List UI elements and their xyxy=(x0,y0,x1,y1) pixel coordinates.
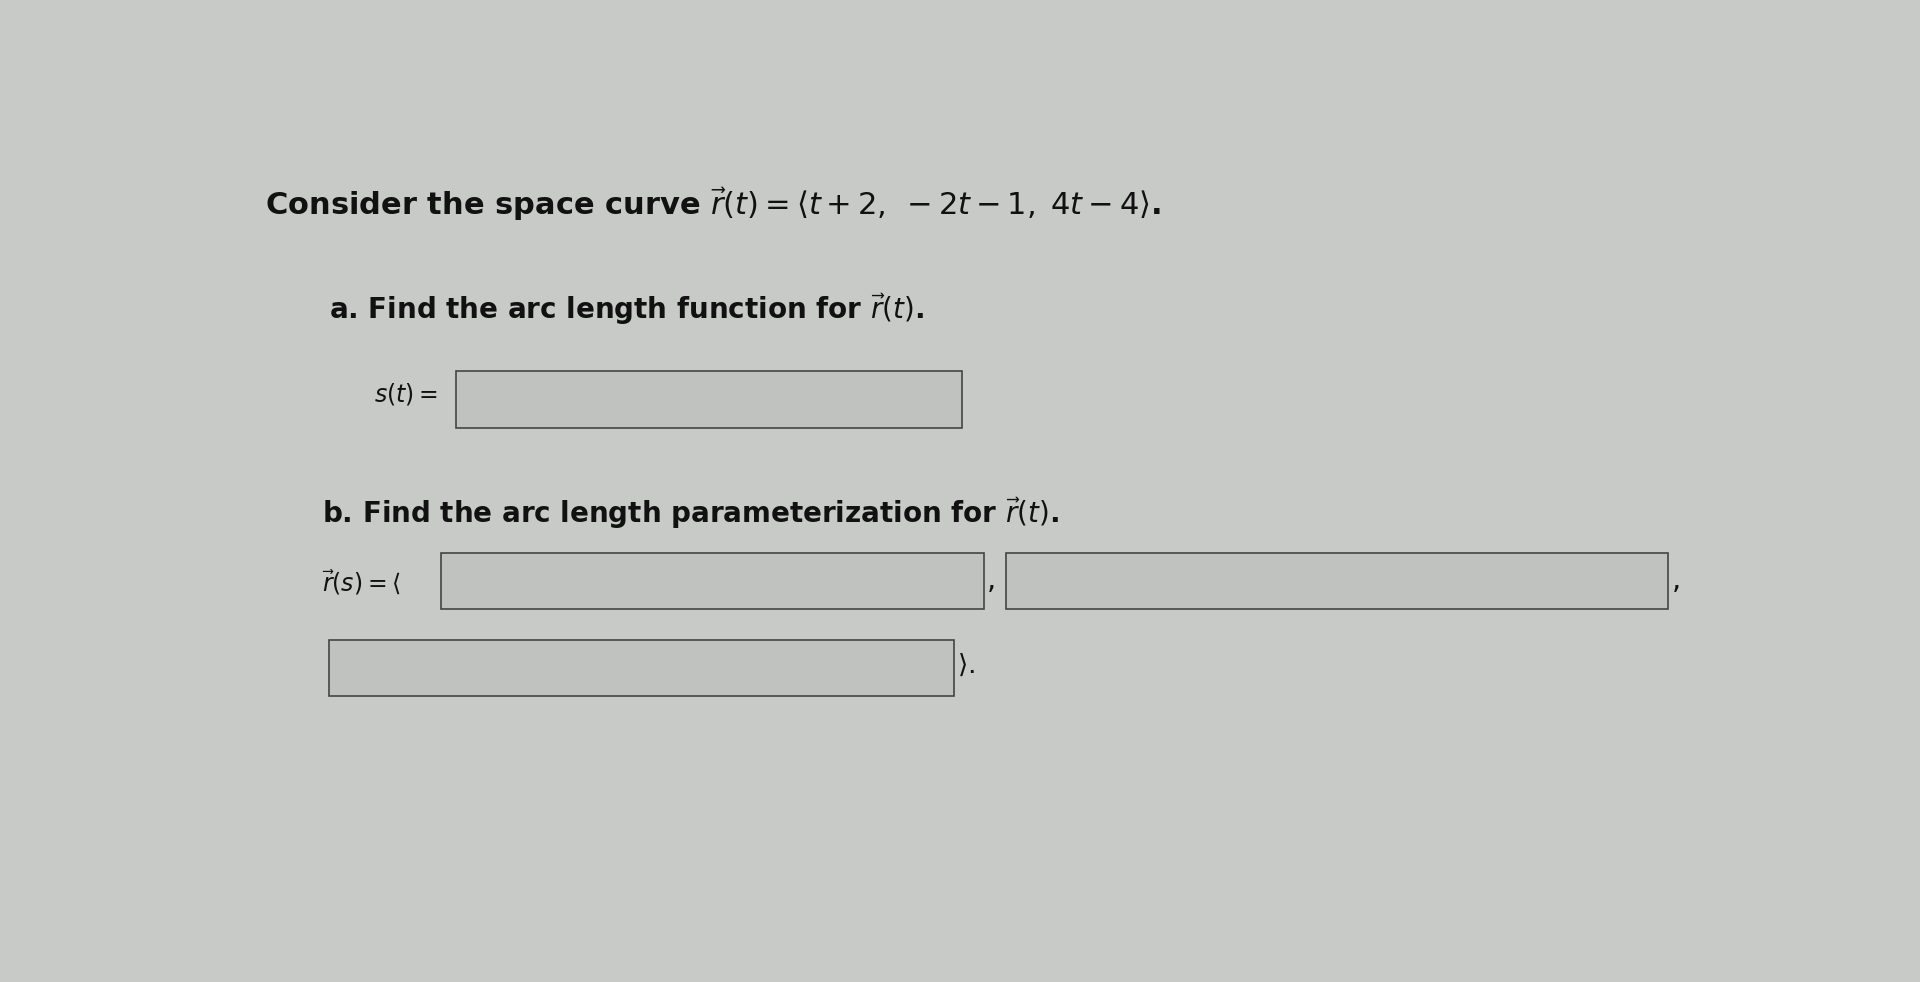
Text: b. Find the arc length parameterization for $\vec{r}(t)$.: b. Find the arc length parameterization … xyxy=(323,496,1058,531)
Text: $s(t) =$: $s(t) =$ xyxy=(374,381,438,407)
FancyBboxPatch shape xyxy=(330,639,954,696)
FancyBboxPatch shape xyxy=(455,371,962,428)
Text: Consider the space curve $\vec{r}(t) = \langle t + 2,\; -2t - 1,\; 4t - 4\rangle: Consider the space curve $\vec{r}(t) = \… xyxy=(265,186,1162,223)
Text: a. Find the arc length function for $\vec{r}(t)$.: a. Find the arc length function for $\ve… xyxy=(330,292,924,327)
FancyBboxPatch shape xyxy=(1006,553,1668,609)
Text: ,: , xyxy=(987,567,996,594)
Text: $\vec{r}(s) = \langle$: $\vec{r}(s) = \langle$ xyxy=(323,569,401,597)
Text: $\rangle.$: $\rangle.$ xyxy=(958,653,975,680)
Text: ,: , xyxy=(1672,567,1680,594)
FancyBboxPatch shape xyxy=(442,553,983,609)
